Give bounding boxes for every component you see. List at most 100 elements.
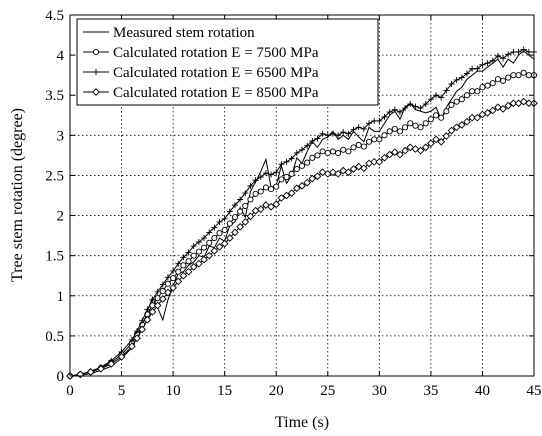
marker-diamond xyxy=(158,295,167,303)
marker-circle xyxy=(304,159,311,166)
marker-plus xyxy=(226,208,233,215)
marker-plus xyxy=(355,124,362,131)
marker-circle xyxy=(355,141,362,149)
marker-plus xyxy=(443,87,450,94)
marker-diamond xyxy=(447,126,456,135)
marker-circle xyxy=(432,112,440,119)
marker-diamond xyxy=(92,88,100,96)
marker-circle xyxy=(381,132,388,139)
marker-plus xyxy=(412,103,419,110)
marker-plus xyxy=(345,130,352,137)
marker-plus xyxy=(134,328,141,335)
marker-circle xyxy=(262,184,269,191)
marker-plus xyxy=(433,92,440,99)
marker-plus xyxy=(376,117,383,124)
marker-plus xyxy=(396,109,403,116)
marker-diamond xyxy=(525,99,533,108)
marker-diamond xyxy=(463,117,471,126)
marker-diamond xyxy=(406,143,415,152)
marker-circle xyxy=(92,48,100,56)
marker-plus xyxy=(231,202,238,209)
marker-circle xyxy=(237,208,244,215)
marker-plus xyxy=(128,336,135,343)
marker-circle xyxy=(510,72,517,79)
marker-diamond xyxy=(427,139,435,148)
marker-diamond xyxy=(287,189,296,197)
marker-circle xyxy=(453,98,460,105)
y-tick-label: 2.5 xyxy=(45,168,64,184)
marker-circle xyxy=(164,280,172,287)
marker-diamond xyxy=(195,259,203,268)
marker-diamond xyxy=(200,255,208,264)
legend-entry: Measured stem rotation xyxy=(83,25,255,41)
series-layer xyxy=(66,46,538,380)
marker-circle xyxy=(252,190,259,197)
marker-diamond xyxy=(138,325,147,334)
marker-plus xyxy=(185,249,192,256)
marker-circle xyxy=(195,248,202,255)
legend-entry: Calculated rotation E = 7500 MPa xyxy=(83,45,319,61)
marker-diamond xyxy=(432,135,440,144)
marker-circle xyxy=(257,188,264,195)
marker-plus xyxy=(427,96,434,103)
marker-diamond xyxy=(308,174,317,183)
marker-diamond xyxy=(390,148,399,157)
marker-circle xyxy=(417,124,424,131)
x-tick-label: 45 xyxy=(527,383,542,399)
marker-circle xyxy=(309,154,316,161)
marker-plus xyxy=(195,239,202,246)
marker-plus xyxy=(201,235,208,242)
marker-circle xyxy=(154,295,161,302)
marker-circle xyxy=(448,101,455,108)
marker-plus xyxy=(257,174,264,181)
marker-circle xyxy=(159,287,166,295)
y-tick-label: 3 xyxy=(57,128,65,144)
marker-plus xyxy=(221,215,228,222)
y-tick-label: 1 xyxy=(57,289,65,305)
marker-plus xyxy=(93,69,99,75)
marker-diamond xyxy=(267,202,275,211)
marker-plus xyxy=(262,170,269,177)
marker-plus xyxy=(278,161,285,168)
marker-diamond xyxy=(262,201,270,209)
marker-plus xyxy=(190,243,197,250)
marker-plus xyxy=(422,101,429,108)
marker-circle xyxy=(288,170,295,177)
marker-plus xyxy=(391,106,398,113)
marker-diamond xyxy=(468,113,476,122)
marker-diamond xyxy=(452,123,461,132)
marker-plus xyxy=(484,60,491,67)
marker-diamond xyxy=(421,143,430,152)
marker-circle xyxy=(268,186,275,193)
x-tick-label: 35 xyxy=(423,383,438,399)
marker-diamond xyxy=(236,222,244,231)
marker-circle xyxy=(345,148,352,155)
marker-diamond xyxy=(117,352,126,361)
marker-diamond xyxy=(509,99,518,108)
marker-circle xyxy=(221,226,228,234)
marker-plus xyxy=(164,274,171,281)
marker-diamond xyxy=(303,178,311,187)
y-tick-label: 2 xyxy=(57,209,65,225)
marker-diamond xyxy=(256,205,265,213)
marker-circle xyxy=(427,116,434,123)
marker-plus xyxy=(299,146,305,153)
marker-diamond xyxy=(473,113,482,122)
marker-diamond xyxy=(380,153,389,162)
marker-plus xyxy=(340,129,347,136)
marker-circle xyxy=(206,239,213,246)
marker-diamond xyxy=(231,228,239,237)
axis-ticks: 0 5 10 15 20 25 30 35 40 45 0 0.5 1 1.5 2 2.5 3 3.5 4 4.5 xyxy=(45,8,541,399)
marker-diamond xyxy=(442,132,451,140)
marker-circle xyxy=(489,80,496,87)
marker-diamond xyxy=(128,342,136,351)
marker-plus xyxy=(335,132,342,139)
marker-plus xyxy=(154,288,161,295)
marker-plus xyxy=(386,109,393,116)
x-tick-label: 0 xyxy=(66,383,74,399)
marker-diamond xyxy=(282,191,291,200)
marker-diamond xyxy=(370,157,379,166)
marker-plus xyxy=(360,125,367,132)
marker-diamond xyxy=(133,334,141,343)
marker-diamond xyxy=(107,360,116,368)
